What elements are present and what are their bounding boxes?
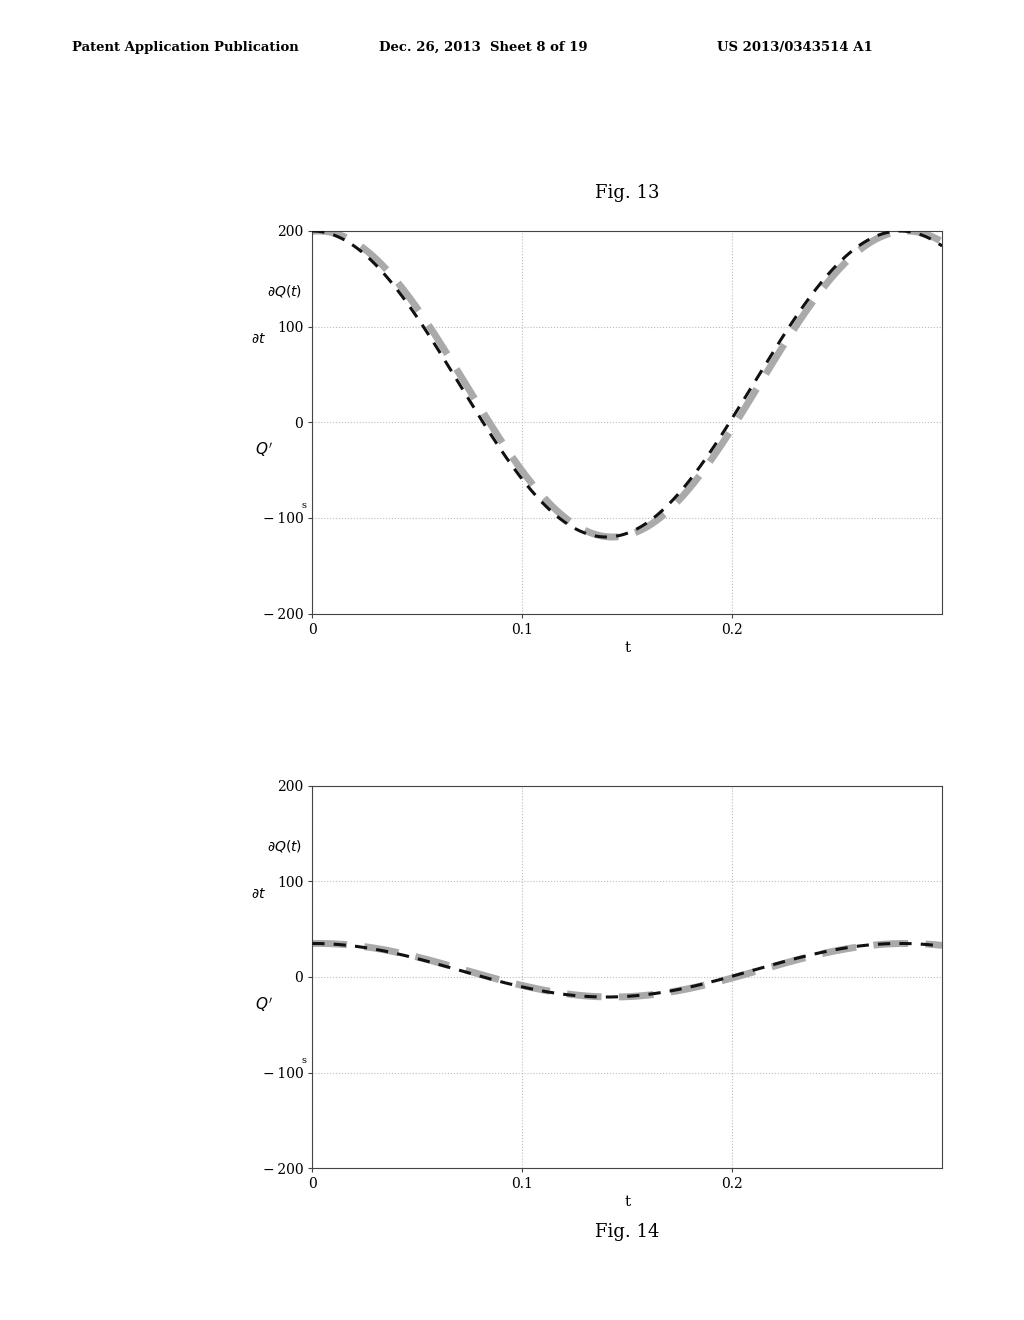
Text: $\partial Q(t)$: $\partial Q(t)$ (267, 838, 302, 854)
X-axis label: t: t (625, 1196, 630, 1209)
Text: Dec. 26, 2013  Sheet 8 of 19: Dec. 26, 2013 Sheet 8 of 19 (379, 41, 588, 54)
Text: $\partial Q(t)$: $\partial Q(t)$ (267, 284, 302, 300)
Text: Fig. 14: Fig. 14 (595, 1222, 659, 1241)
Text: $\partial t$: $\partial t$ (251, 887, 266, 900)
Text: $Q'$: $Q'$ (255, 441, 272, 459)
Text: Fig. 13: Fig. 13 (595, 183, 659, 202)
X-axis label: t: t (625, 640, 630, 655)
Text: s: s (301, 1056, 306, 1065)
Text: $Q'$: $Q'$ (255, 995, 272, 1014)
Text: s: s (301, 502, 306, 510)
Text: US 2013/0343514 A1: US 2013/0343514 A1 (717, 41, 872, 54)
Text: Patent Application Publication: Patent Application Publication (72, 41, 298, 54)
Text: $\partial t$: $\partial t$ (251, 331, 266, 346)
